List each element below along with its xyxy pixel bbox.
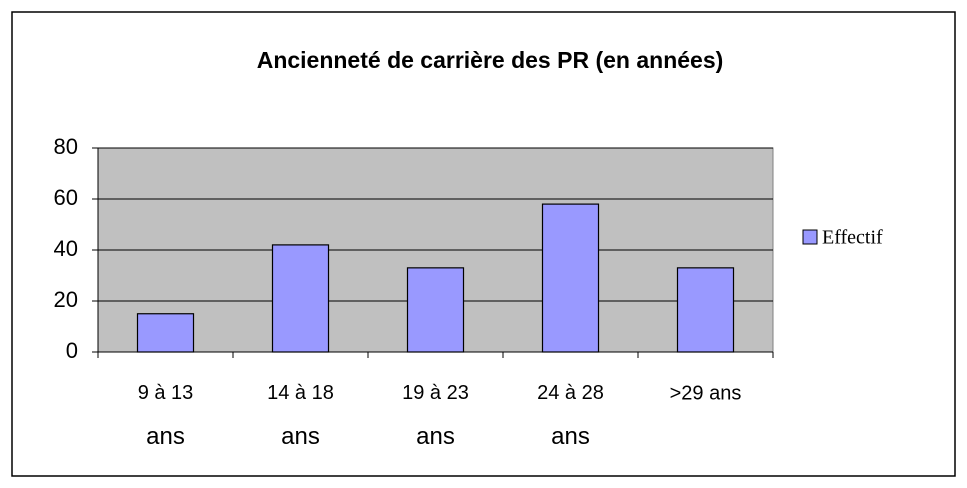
bar bbox=[136, 313, 195, 353]
bar bbox=[676, 267, 735, 353]
x-tick-label-line: 14 à 18 bbox=[267, 382, 334, 404]
chart-title: Ancienneté de carrière des PR (en années… bbox=[257, 47, 724, 73]
x-tick-label-line: ans bbox=[551, 423, 590, 450]
y-tick-label: 60 bbox=[54, 185, 78, 210]
x-tick-label: 14 à 18 ans bbox=[267, 382, 334, 450]
x-tick-label: 19 à 23 ans bbox=[402, 382, 469, 450]
x-tick-label-line: ans bbox=[281, 423, 320, 450]
legend-swatch bbox=[802, 229, 818, 245]
x-tick-label: 24 à 28 ans bbox=[537, 382, 604, 450]
x-tick-label-line: 19 à 23 bbox=[402, 382, 469, 404]
x-tick-label-line: 24 à 28 bbox=[537, 382, 604, 404]
legend-label: Effectif bbox=[822, 227, 883, 249]
x-tick-label-line: ans bbox=[416, 423, 455, 450]
y-tick-label: 40 bbox=[54, 236, 78, 261]
x-tick-label-line: 9 à 13 bbox=[138, 382, 194, 404]
bar bbox=[406, 267, 465, 353]
bar bbox=[271, 244, 330, 353]
y-tick-label: 0 bbox=[66, 338, 78, 363]
x-tick-label: >29 ans bbox=[670, 382, 742, 404]
y-tick-label: 20 bbox=[54, 287, 78, 312]
x-tick-label-line: ans bbox=[146, 423, 185, 450]
y-tick-label: 80 bbox=[54, 134, 78, 159]
bar bbox=[541, 203, 600, 353]
x-tick-label: 9 à 13 ans bbox=[138, 382, 194, 450]
